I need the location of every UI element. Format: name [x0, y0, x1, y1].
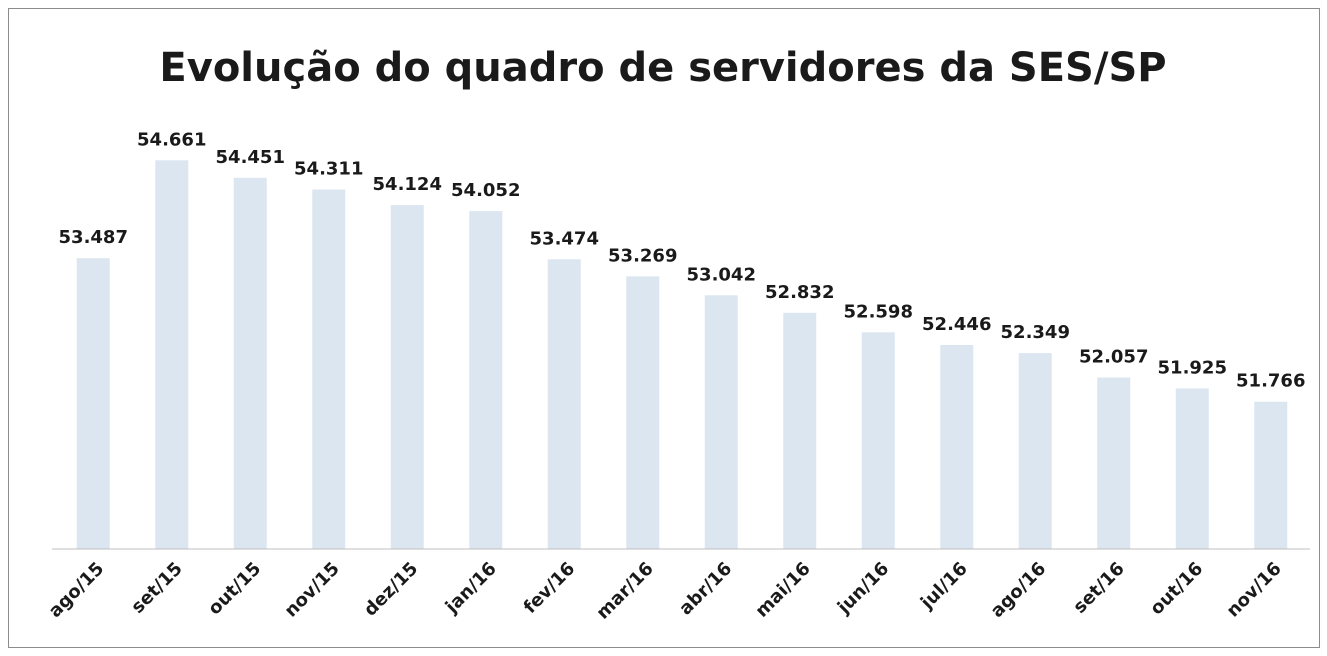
bar — [547, 259, 581, 549]
bar — [704, 295, 738, 549]
data-label: 54.311 — [294, 158, 363, 179]
data-label: 53.474 — [530, 228, 599, 249]
bar — [155, 160, 189, 550]
bar — [76, 258, 110, 549]
data-label: 53.487 — [59, 227, 128, 248]
bar — [233, 177, 267, 549]
chart-title: Evolução do quadro de servidores da SES/… — [159, 45, 1166, 91]
bar — [1097, 377, 1131, 549]
bar — [1254, 401, 1288, 549]
data-label: 51.766 — [1236, 371, 1305, 392]
data-label: 52.446 — [922, 314, 991, 335]
bar — [312, 189, 346, 550]
bar — [1018, 353, 1052, 549]
data-label: 54.661 — [137, 129, 206, 150]
data-label: 52.598 — [844, 301, 913, 322]
data-label: 52.057 — [1079, 346, 1148, 367]
data-label: 54.124 — [373, 174, 442, 195]
data-label: 53.042 — [687, 264, 756, 285]
data-label: 54.451 — [216, 147, 285, 168]
data-label: 51.925 — [1158, 357, 1227, 378]
data-label: 52.349 — [1001, 322, 1070, 343]
bar — [940, 345, 974, 549]
bar — [626, 276, 660, 549]
bar — [390, 205, 424, 549]
data-label: 52.832 — [765, 282, 834, 303]
bar — [783, 312, 817, 549]
chart-frame — [8, 8, 1320, 648]
data-label: 53.269 — [608, 245, 677, 266]
bar — [861, 332, 895, 549]
bar — [469, 211, 503, 549]
bar — [1175, 388, 1209, 549]
data-label: 54.052 — [451, 180, 520, 201]
